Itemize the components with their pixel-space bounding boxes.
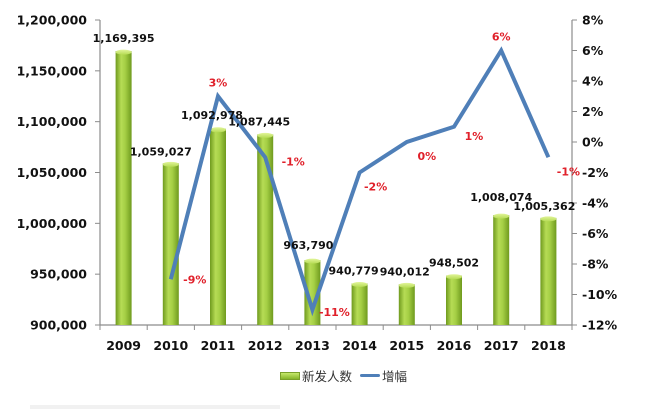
bar[interactable] — [115, 51, 132, 325]
right-tick-label: 8% — [582, 13, 604, 28]
growth-pct-label: 0% — [417, 150, 436, 163]
growth-pct-label: 3% — [209, 76, 228, 89]
footnote-blur — [30, 405, 280, 409]
legend-bar-label: 新发人数 — [302, 369, 353, 384]
bar-value-label: 1,092,978 — [181, 109, 243, 122]
bar-value-label: 1,008,074 — [470, 191, 532, 204]
legend-line-label: 增幅 — [382, 369, 408, 384]
bar-value-label: 948,502 — [429, 257, 479, 270]
x-tick-label: 2010 — [153, 338, 188, 353]
bar-series — [115, 49, 557, 325]
bar-value-label: 1,005,362 — [513, 200, 575, 213]
right-tick-label: 2% — [582, 104, 604, 119]
right-tick-label: 0% — [582, 135, 604, 150]
bar-value-label: 963,790 — [283, 239, 333, 252]
legend: 新发人数 增幅 — [280, 366, 407, 385]
legend-item-line[interactable]: 增幅 — [360, 366, 407, 385]
x-tick-label: 2012 — [248, 338, 283, 353]
left-tick-label: 950,000 — [30, 267, 87, 282]
line-series — [168, 46, 551, 317]
bar[interactable] — [540, 217, 557, 325]
right-tick-label: -2% — [582, 165, 609, 180]
x-tick-label: 2016 — [437, 338, 472, 353]
left-tick-label: 1,150,000 — [17, 63, 88, 78]
x-tick-label: 2013 — [295, 338, 330, 353]
bar[interactable] — [210, 128, 226, 325]
right-tick-label: 6% — [582, 43, 604, 58]
bar[interactable] — [257, 134, 274, 325]
x-tick-label: 2017 — [484, 338, 519, 353]
growth-pct-label: 1% — [465, 130, 484, 143]
legend-item-bar[interactable]: 新发人数 — [280, 366, 352, 385]
right-tick-label: -6% — [582, 226, 609, 241]
bar[interactable] — [351, 283, 368, 325]
right-tick-label: -10% — [582, 287, 618, 302]
bar[interactable] — [446, 275, 462, 325]
bar-value-label: 940,012 — [380, 265, 430, 278]
x-tick-label: 2011 — [201, 338, 236, 353]
growth-pct-label: -1% — [557, 165, 580, 178]
bar[interactable] — [493, 215, 510, 325]
line-swatch-icon — [360, 374, 381, 377]
x-tick-label: 2009 — [106, 338, 141, 353]
x-tick-label: 2015 — [389, 338, 424, 353]
bar-value-label: 940,779 — [329, 265, 379, 278]
x-tick-label: 2018 — [531, 338, 566, 353]
growth-pct-label: 6% — [492, 31, 511, 44]
bar-swatch-icon — [280, 371, 300, 380]
right-tick-label: -4% — [582, 196, 609, 211]
left-tick-label: 1,000,000 — [17, 216, 88, 231]
growth-pct-label: -2% — [364, 181, 387, 194]
left-tick-label: 900,000 — [30, 318, 87, 333]
growth-pct-label: -1% — [282, 155, 305, 168]
right-tick-label: 4% — [582, 74, 604, 89]
axes: 900,000 950,000 1,000,000 1,050,000 1,100,00… — [17, 13, 618, 354]
bar-value-label: 1,169,395 — [93, 32, 155, 45]
left-tick-label: 1,100,000 — [17, 114, 88, 129]
x-tick-label: 2014 — [342, 338, 377, 353]
left-tick-label: 1,200,000 — [17, 13, 88, 28]
growth-pct-label: -11% — [319, 306, 350, 319]
right-tick-label: -8% — [582, 257, 609, 272]
growth-line[interactable] — [168, 46, 551, 317]
bar-value-label: 1,087,445 — [228, 115, 290, 128]
bar-value-label: 1,059,027 — [130, 145, 192, 158]
left-tick-label: 1,050,000 — [17, 165, 88, 180]
bar[interactable] — [304, 260, 321, 325]
bar[interactable] — [398, 284, 415, 325]
bar[interactable] — [162, 163, 179, 325]
growth-pct-label: -9% — [183, 273, 206, 286]
right-tick-label: -12% — [582, 318, 618, 333]
